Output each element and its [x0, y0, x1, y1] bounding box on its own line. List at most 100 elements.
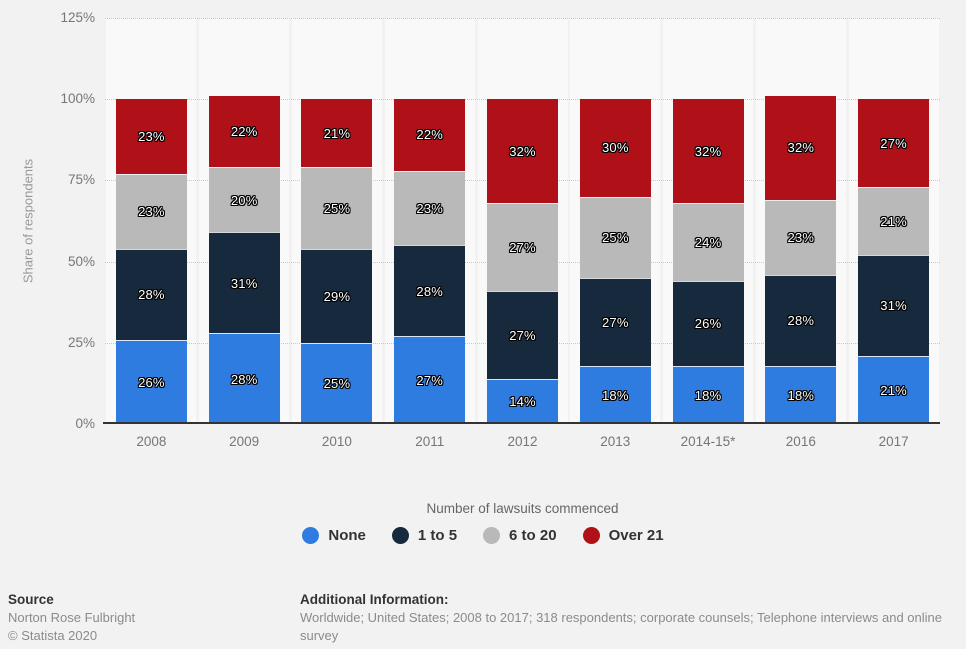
copyright-notice: © Statista 2020 — [8, 628, 98, 643]
x-tick-label-2014-15-: 2014-15* — [680, 434, 736, 449]
bar-segment-none-2008: 26% — [115, 339, 187, 424]
bar-2016: 32% 23% 28% 18% — [765, 95, 837, 424]
bar-2017: 27% 21% 31% 21% — [858, 99, 930, 424]
bar-value-label: 23% — [787, 230, 815, 246]
bar-value-label: 28% — [138, 287, 165, 303]
bar-2009: 22% 20% 31% 28% — [208, 95, 280, 424]
bar-value-label: 25% — [601, 230, 629, 246]
bar-value-label: 28% — [787, 313, 815, 329]
legend: None 1 to 5 6 to 20 Over 21 — [0, 527, 966, 544]
bar-segment-over-21-2016: 32% — [765, 95, 837, 200]
legend-title: Number of lawsuits commenced — [426, 501, 619, 516]
bar-value-label: 22% — [230, 124, 258, 140]
bar-segment-over-21-2010: 21% — [301, 99, 373, 168]
bar-segment-1-to-5-2016: 28% — [765, 274, 837, 366]
bar-value-label: 28% — [416, 283, 444, 299]
additional-information-text: Worldwide; United States; 2008 to 2017; … — [300, 610, 942, 643]
source-name: Norton Rose Fulbright — [8, 610, 136, 625]
legend-label-6-to-20: 6 to 20 — [509, 527, 557, 544]
bar-segment-over-21-2008: 23% — [115, 99, 187, 174]
bar-value-label: 30% — [601, 140, 629, 156]
legend-item-over-21: Over 21 — [582, 527, 664, 544]
bar-segment-6-to-20-2017: 21% — [858, 186, 930, 256]
legend-marker-over-21 — [582, 527, 600, 544]
bar-segment-none-2014-15-: 18% — [672, 365, 744, 424]
bar-value-label: 20% — [230, 192, 258, 208]
bar-value-label: 27% — [509, 240, 536, 255]
source-block: Source Norton Rose Fulbright © Statista … — [8, 591, 135, 645]
bar-segment-1-to-5-2014-15-: 26% — [672, 281, 744, 366]
x-tick-label-2010: 2010 — [321, 434, 352, 449]
bar-value-label: 27% — [880, 135, 907, 151]
bar-value-label: 26% — [694, 316, 722, 332]
bar-value-label: 23% — [138, 129, 165, 145]
bar-value-label: 31% — [230, 275, 258, 291]
legend-label-1-to-5: 1 to 5 — [417, 527, 458, 544]
bar-value-label: 18% — [694, 387, 722, 403]
legend-item-none: None — [302, 527, 366, 544]
bar-segment-none-2010: 25% — [301, 342, 373, 424]
y-tick-label-50: 50% — [67, 253, 95, 269]
x-tick-label-2013: 2013 — [600, 434, 631, 449]
legend-marker-6-to-20 — [483, 527, 501, 544]
y-tick-label-100: 100% — [60, 91, 95, 107]
bar-value-label: 23% — [138, 204, 165, 220]
bar-segment-none-2012: 14% — [487, 378, 558, 424]
bar-2008: 23% 23% 28% 26% — [115, 99, 187, 424]
y-tick-label-25: 25% — [67, 334, 95, 350]
x-tick-label-2012: 2012 — [507, 434, 538, 449]
bar-value-label: 14% — [509, 394, 536, 410]
bar-2013: 30% 25% 27% 18% — [579, 99, 651, 424]
bar-segment-1-to-5-2008: 28% — [115, 248, 187, 340]
plot-area: 23% 23% 28% 26% 22% 20% 31% 28% 21% 25% 29% 25% 22% 2… — [103, 18, 940, 424]
bar-segment-none-2017: 21% — [858, 355, 930, 424]
bar-value-label: 22% — [416, 127, 444, 143]
bar-segment-1-to-5-2009: 31% — [208, 232, 280, 334]
bar-segment-over-21-2011: 22% — [394, 99, 466, 171]
bar-segment-6-to-20-2008: 23% — [115, 173, 187, 249]
y-tick-label-125: 125% — [60, 10, 95, 25]
bar-segment-6-to-20-2016: 23% — [765, 199, 837, 275]
bar-value-label: 18% — [787, 387, 815, 403]
legend-item-6-to-20: 6 to 20 — [483, 527, 557, 544]
legend-marker-none — [302, 527, 320, 544]
bar-value-label: 23% — [416, 201, 444, 217]
legend-item-1-to-5: 1 to 5 — [391, 527, 458, 544]
bar-segment-over-21-2012: 32% — [487, 99, 558, 204]
bar-segment-1-to-5-2012: 27% — [487, 290, 558, 379]
bar-value-label: 29% — [323, 288, 351, 304]
bar-segment-over-21-2014-15-: 32% — [672, 99, 744, 204]
x-tick-label-2011: 2011 — [415, 434, 445, 449]
bar-segment-over-21-2017: 27% — [858, 99, 930, 187]
bar-value-label: 27% — [601, 314, 629, 330]
bar-2011: 22% 23% 28% 27% — [394, 99, 466, 424]
additional-information-label: Additional Information: — [300, 592, 449, 607]
x-tick-label-2017: 2017 — [878, 434, 909, 449]
source-label: Source — [8, 592, 54, 607]
bar-value-label: 32% — [509, 143, 536, 159]
bar-segment-6-to-20-2012: 27% — [487, 203, 558, 291]
bar-2012: 32% 27% 27% 14% — [487, 99, 558, 424]
bar-segment-none-2016: 18% — [765, 365, 837, 424]
bar-segment-1-to-5-2010: 29% — [301, 248, 373, 343]
bar-value-label: 24% — [694, 235, 722, 251]
legend-label-over-21: Over 21 — [608, 527, 664, 544]
bar-value-label: 28% — [230, 371, 258, 387]
bar-segment-6-to-20-2009: 20% — [208, 167, 280, 233]
x-tick-label-2016: 2016 — [785, 434, 816, 449]
x-tick-label-2009: 2009 — [229, 434, 260, 449]
x-axis-line — [103, 422, 940, 424]
bar-segment-1-to-5-2013: 27% — [579, 277, 651, 366]
bar-segment-6-to-20-2011: 23% — [394, 170, 466, 246]
y-tick-label-75: 75% — [67, 172, 95, 188]
bar-segment-6-to-20-2010: 25% — [301, 167, 373, 249]
bar-value-label: 21% — [880, 382, 907, 398]
y-tick-label-0: 0% — [75, 416, 95, 431]
bar-value-label: 32% — [787, 140, 815, 156]
bar-value-label: 26% — [138, 374, 165, 390]
bar-segment-none-2011: 27% — [394, 336, 466, 424]
x-tick-label-2008: 2008 — [136, 434, 167, 449]
bar-segment-1-to-5-2017: 31% — [858, 255, 930, 356]
bar-segment-over-21-2009: 22% — [208, 95, 280, 168]
